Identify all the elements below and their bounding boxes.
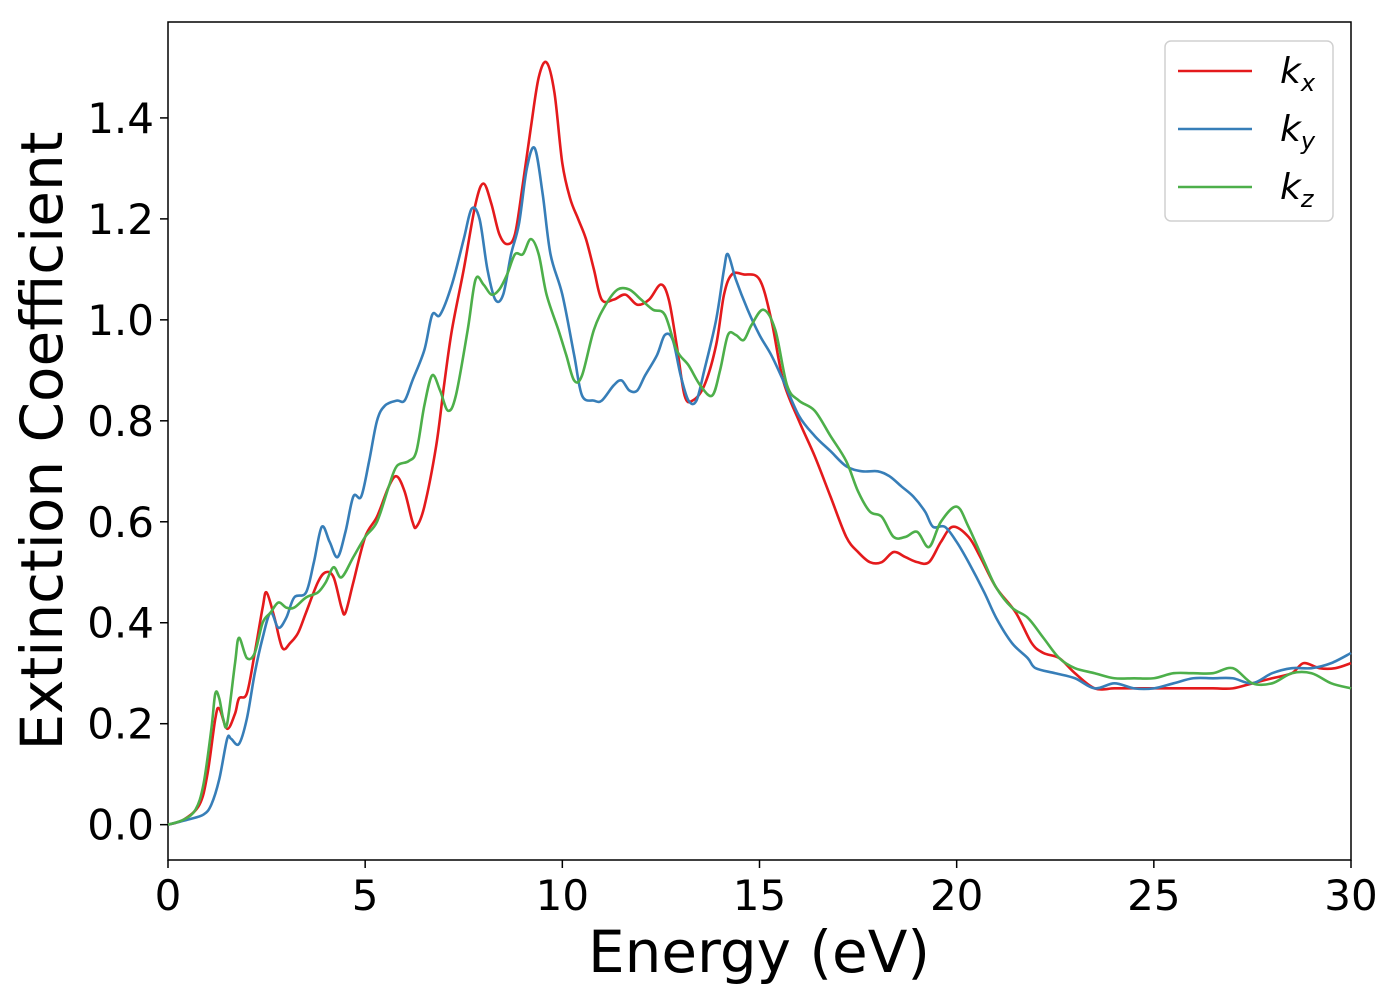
legend-label-base: k — [1280, 109, 1303, 150]
y-tick-label: 0.0 — [87, 801, 154, 850]
x-tick-label: 0 — [155, 871, 182, 920]
x-tick-label: 30 — [1324, 871, 1377, 920]
legend-label-base: k — [1280, 167, 1303, 208]
y-ticks: 0.0 0.2 0.4 0.6 0.8 1.0 1.2 1.4 — [87, 94, 168, 850]
legend-box — [1164, 40, 1334, 222]
x-tick-label: 15 — [733, 871, 786, 920]
legend-label-kz: kz — [1280, 167, 1315, 213]
legend-label-subscript: z — [1300, 185, 1315, 213]
y-tick-label: 1.0 — [87, 296, 154, 345]
y-tick-label: 0.6 — [87, 498, 154, 547]
series-lines — [167, 60, 1352, 826]
y-tick-label: 0.4 — [87, 599, 154, 648]
y-tick-label: 1.2 — [87, 195, 154, 244]
legend-label-kx: kx — [1280, 51, 1316, 97]
plot-area: 0 5 10 15 20 25 30 0.0 0.2 0.4 0.6 0.8 1.0 1.2 1.4 — [87, 21, 1378, 920]
x-tick-label: 20 — [930, 871, 983, 920]
y-tick-label: 0.2 — [87, 700, 154, 749]
legend-label-subscript: x — [1300, 69, 1316, 97]
y-tick-label: 1.4 — [87, 94, 154, 143]
x-tick-label: 10 — [536, 871, 589, 920]
y-axis-title: Extinction Coefficient — [8, 132, 76, 751]
series-line-ky — [167, 146, 1352, 826]
x-axis-title: Energy (eV) — [588, 918, 930, 986]
x-tick-label: 25 — [1127, 871, 1180, 920]
legend-label-subscript: y — [1300, 127, 1316, 155]
series-line-kz — [167, 237, 1352, 826]
legend-label-ky: ky — [1280, 109, 1316, 155]
x-ticks: 0 5 10 15 20 25 30 — [155, 860, 1378, 920]
legend-label-base: k — [1280, 51, 1303, 92]
x-tick-label: 5 — [352, 871, 379, 920]
y-tick-label: 0.8 — [87, 397, 154, 446]
